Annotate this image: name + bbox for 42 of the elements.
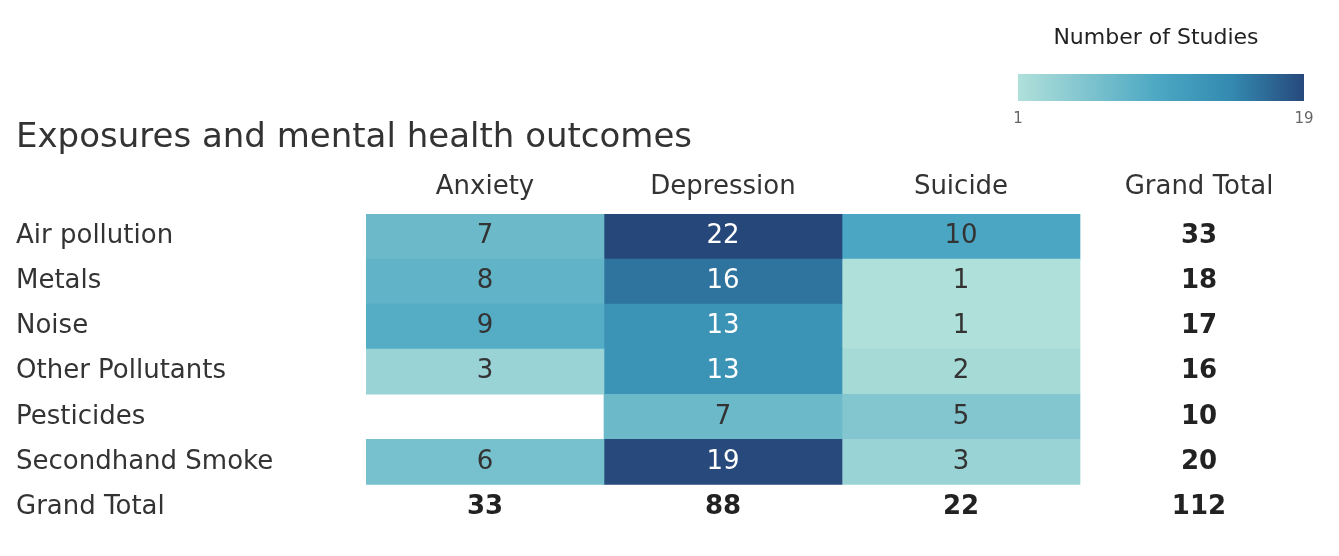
text: 112 xyxy=(1171,489,1227,520)
data-label: 7 xyxy=(714,399,732,430)
color-bar-title: Number of Studies xyxy=(1053,24,1259,49)
data-label: 10 xyxy=(944,219,978,250)
y-tick-label: Noise xyxy=(16,309,89,340)
y-tick-label: Air pollution xyxy=(16,219,174,250)
data-label: 9 xyxy=(476,309,494,340)
y-tick-label: Pesticides xyxy=(16,399,146,430)
data-label: 3 xyxy=(476,354,494,385)
data-label: 3 xyxy=(952,444,970,475)
y-tick-label: Metals xyxy=(16,264,102,295)
data-label: 5 xyxy=(952,399,970,430)
x-tick-label: Grand Total xyxy=(1124,170,1274,201)
text: 88 xyxy=(704,489,742,520)
color-bar-label: 1 xyxy=(1013,109,1023,127)
x-tick-label: Anxiety xyxy=(435,170,535,201)
text: 20 xyxy=(1180,444,1218,475)
data-label: 7 xyxy=(476,219,494,250)
y-tick-label: Grand Total xyxy=(16,489,165,520)
text: 18 xyxy=(1180,264,1218,295)
data-label: 22 xyxy=(706,219,740,250)
data-label: 13 xyxy=(706,309,740,340)
x-tick-label: Suicide xyxy=(913,170,1009,201)
data-label: 16 xyxy=(706,264,740,295)
chart-title: Exposures and mental health outcomes xyxy=(16,115,693,156)
text: 17 xyxy=(1180,309,1218,340)
data-label: 6 xyxy=(476,444,494,475)
text: 33 xyxy=(1180,219,1218,250)
data-label: 8 xyxy=(476,264,494,295)
text: 33 xyxy=(466,489,504,520)
data-label: 19 xyxy=(706,444,740,475)
data-label: 1 xyxy=(952,264,970,295)
y-tick-label: Other Pollutants xyxy=(16,354,227,385)
data-label: 2 xyxy=(952,354,970,385)
y-tick-label: Secondhand Smoke xyxy=(16,444,274,475)
data-label: 1 xyxy=(952,309,970,340)
text: 10 xyxy=(1180,399,1218,430)
text: 22 xyxy=(942,489,980,520)
x-tick-label: Depression xyxy=(650,170,796,201)
color-bar-label: 19 xyxy=(1294,109,1314,127)
data-label: 13 xyxy=(706,354,740,385)
text: 16 xyxy=(1180,354,1218,385)
